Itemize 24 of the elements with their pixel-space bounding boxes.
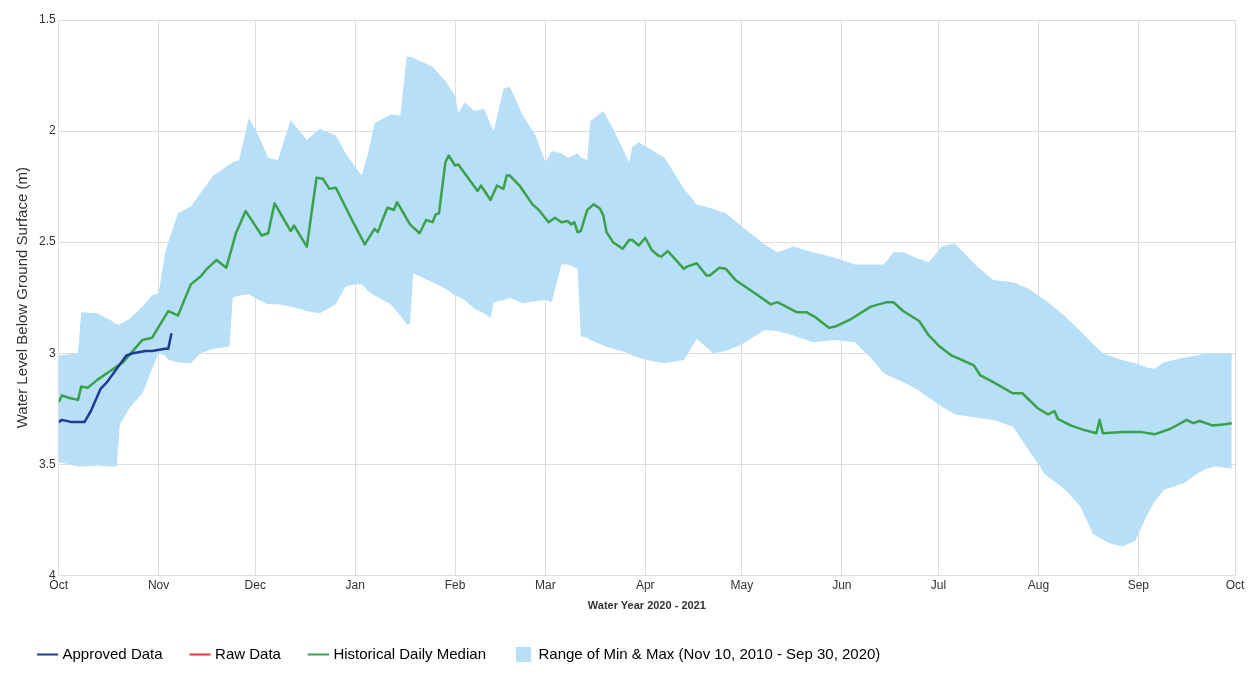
y-tick-label: 1.5	[38, 12, 56, 27]
x-tick-label: Aug	[1027, 577, 1050, 592]
x-axis-title: Water Year 2020 - 2021	[587, 599, 706, 612]
x-tick-label: Oct	[1225, 577, 1245, 592]
y-tick-label: 3.5	[38, 456, 56, 471]
legend-label: Range of Min & Max (Nov 10, 2010 - Sep 30, 2020)	[538, 644, 881, 662]
x-tick-label: Jul	[930, 577, 947, 592]
x-tick-label: Jun	[832, 577, 852, 592]
x-tick-label: Oct	[49, 577, 69, 592]
legend-label: Raw Data	[215, 644, 282, 662]
x-tick-label: Mar	[534, 577, 556, 592]
y-tick-label: 3	[48, 345, 56, 360]
x-tick-label: Dec	[244, 577, 266, 592]
x-tick-label: May	[730, 577, 754, 592]
x-tick-label: Sep	[1127, 577, 1150, 592]
y-tick-label: 2	[48, 123, 56, 138]
x-tick-label: Nov	[147, 577, 170, 592]
legend-label: Historical Daily Median	[333, 644, 486, 662]
y-tick-label: 2.5	[38, 234, 56, 249]
x-tick-label: Feb	[444, 577, 466, 592]
y-axis-title: Water Level Below Ground Surface (m)	[13, 167, 31, 429]
x-tick-label: Jan	[345, 577, 365, 592]
x-tick-label: Apr	[635, 577, 655, 592]
legend-label: Approved Data	[62, 644, 164, 662]
